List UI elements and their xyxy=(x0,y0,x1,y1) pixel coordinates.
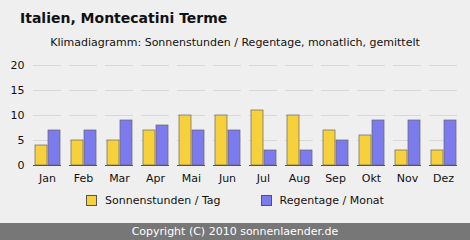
svg-text:Aug: Aug xyxy=(289,172,310,185)
html-text:Italien, Montecatini Terme: Italien, Montecatini Terme xyxy=(20,10,228,26)
svg-text:15: 15 xyxy=(11,84,25,97)
svg-text:Feb: Feb xyxy=(74,172,93,185)
svg-text:Sep: Sep xyxy=(325,172,346,185)
html-text:Klimadiagramm: Sonnenstunden /: Klimadiagramm: Sonnenstunden / Regentage… xyxy=(50,36,420,49)
html-text:Copyright (C) 2010 sonnenlaend: Copyright (C) 2010 sonnenlaender.de xyxy=(131,225,339,238)
svg-text:10: 10 xyxy=(11,109,25,122)
svg-text:Dez: Dez xyxy=(433,172,454,185)
svg-text:Jun: Jun xyxy=(218,172,236,185)
svg-text:Mar: Mar xyxy=(109,172,130,185)
svg-text:Jul: Jul xyxy=(256,172,270,185)
svg-text:Mai: Mai xyxy=(182,172,201,185)
html-text:Sonnenstunden / Tag: Sonnenstunden / Tag xyxy=(105,194,221,207)
svg-text:0: 0 xyxy=(18,159,25,172)
html-text:Regentage / Monat: Regentage / Monat xyxy=(279,194,384,207)
svg-text:Apr: Apr xyxy=(146,172,166,185)
svg-text:Okt: Okt xyxy=(362,172,382,185)
svg-text:Nov: Nov xyxy=(397,172,419,185)
svg-text:5: 5 xyxy=(18,134,25,147)
svg-text:20: 20 xyxy=(11,59,25,72)
svg-text:Jan: Jan xyxy=(38,172,56,185)
